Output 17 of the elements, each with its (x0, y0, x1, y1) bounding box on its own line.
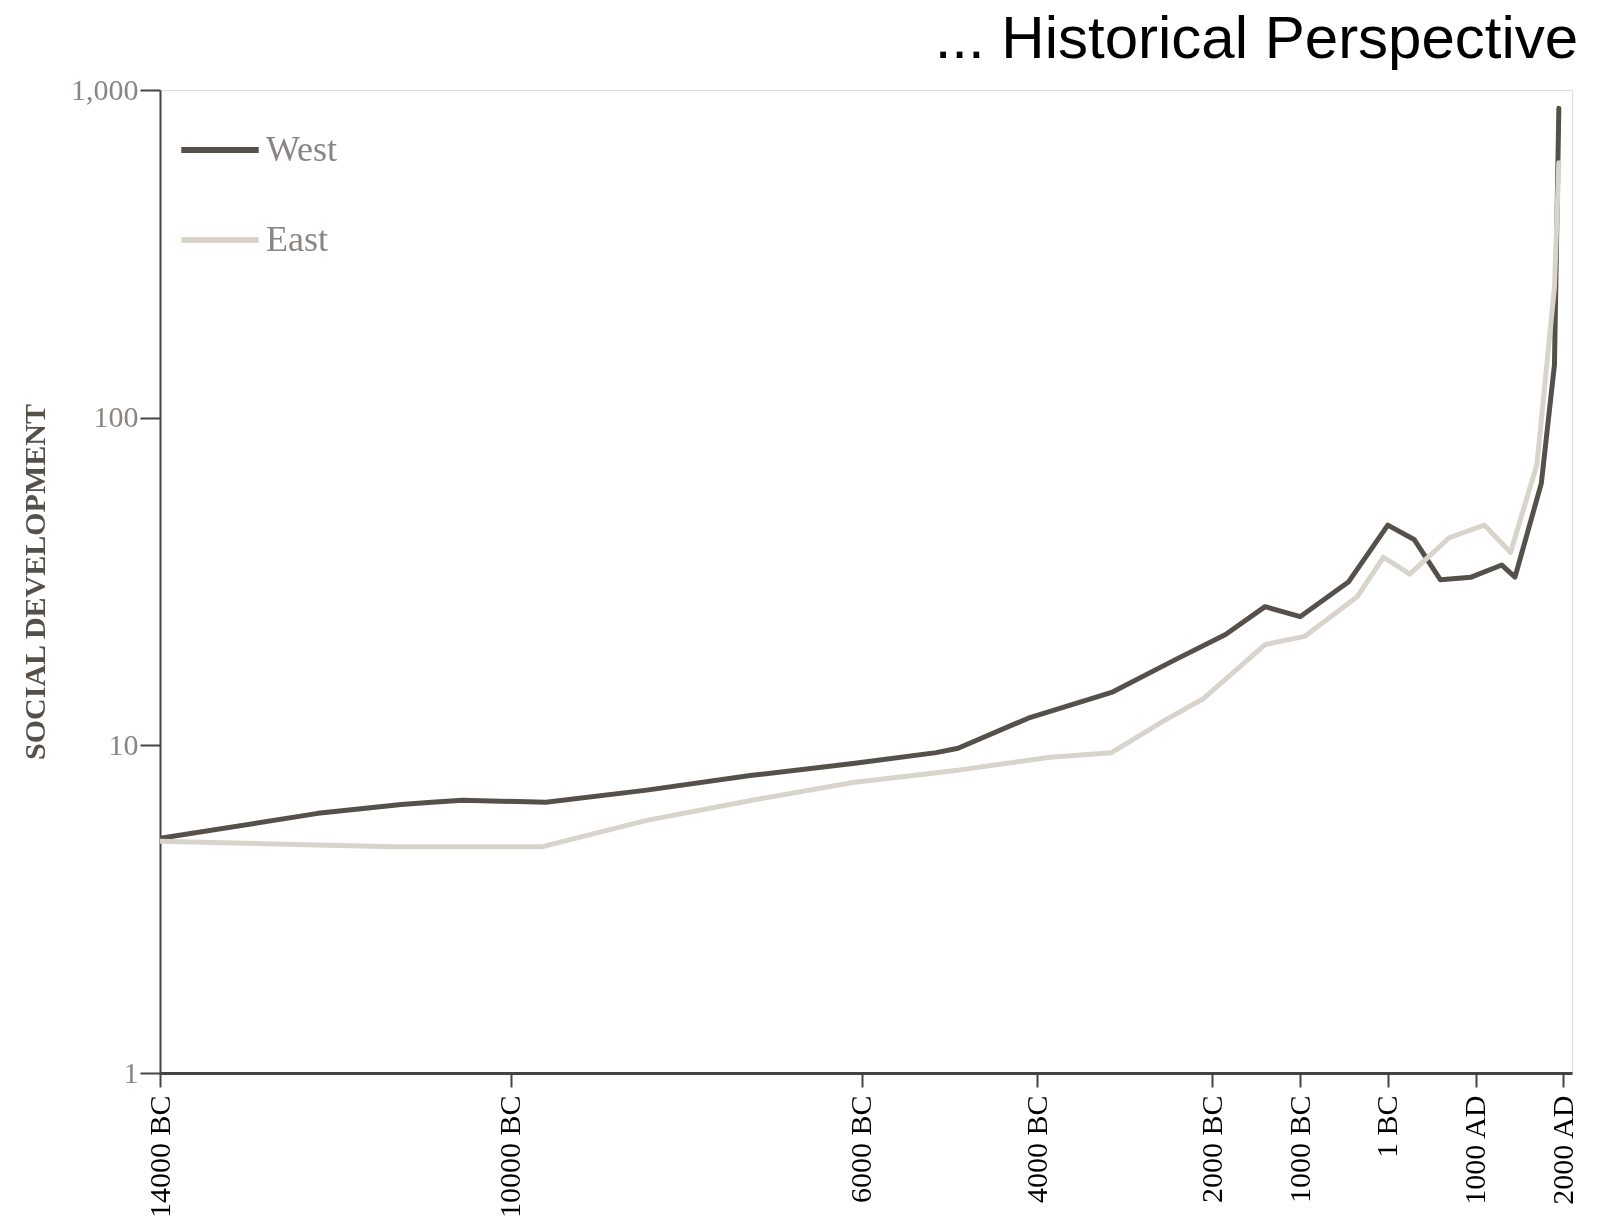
x-tick-label: 2000 BC (1194, 1095, 1228, 1204)
y-tick-label: 1,000 (71, 72, 139, 106)
x-tick-label: 1000 AD (1458, 1095, 1492, 1205)
chart-title: ... Historical Perspective (934, 4, 1579, 71)
x-tick-label: 14000 BC (142, 1095, 176, 1219)
legend-label: West (266, 129, 338, 169)
x-tick-label: 2000 AD (1545, 1095, 1579, 1205)
y-axis-title: SOCIAL DEVELOPMENT (18, 404, 51, 760)
y-tick-label: 100 (93, 400, 139, 434)
y-tick-label: 1 (123, 1055, 139, 1089)
x-tick-label: 1000 BC (1282, 1095, 1316, 1204)
x-tick-label: 10000 BC (493, 1095, 527, 1219)
x-tick-label: 1 BC (1370, 1095, 1404, 1159)
x-tick-label: 4000 BC (1019, 1095, 1053, 1204)
legend-label: East (266, 219, 328, 259)
y-tick-label: 10 (108, 727, 139, 761)
x-tick-label: 6000 BC (844, 1095, 878, 1204)
